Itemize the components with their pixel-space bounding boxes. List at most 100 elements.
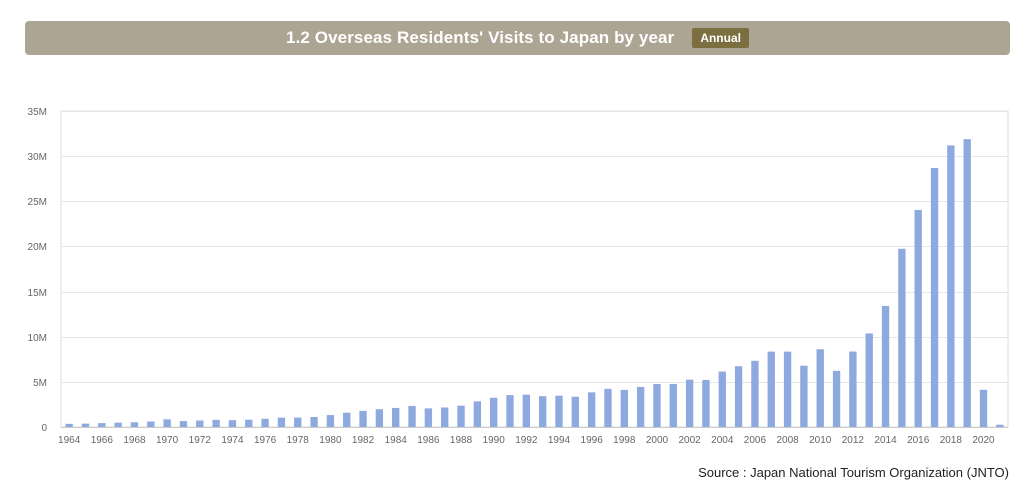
bar-1967 [114, 422, 122, 427]
x-tick-label: 2002 [678, 435, 701, 446]
bar-1970 [163, 419, 171, 427]
x-tick-label: 2008 [776, 435, 799, 446]
bar-1984 [392, 407, 400, 427]
bar-2015 [898, 248, 906, 427]
bar-1969 [147, 421, 155, 427]
x-tick-label: 1996 [581, 435, 604, 446]
x-tick-label: 2016 [907, 435, 930, 446]
bar-1974 [228, 420, 237, 427]
chart-header-bar: 1.2 Overseas Residents' Visits to Japan … [25, 21, 1010, 55]
bar-1994 [555, 395, 563, 427]
bar-1975 [245, 419, 253, 427]
bar-1985 [408, 405, 416, 427]
bar-2002 [685, 379, 694, 427]
x-tick-label: 1976 [254, 435, 277, 446]
bar-1989 [473, 401, 482, 427]
bar-1976 [261, 418, 269, 427]
bar-1998 [620, 389, 628, 427]
x-tick-label: 1974 [221, 435, 244, 446]
bar-2005 [734, 366, 743, 427]
chart-title: 1.2 Overseas Residents' Visits to Japan … [286, 28, 675, 47]
bar-1980 [326, 415, 335, 427]
bar-1999 [636, 386, 645, 427]
x-tick-label: 2014 [874, 435, 897, 446]
bar-1995 [571, 396, 579, 427]
bar-1982 [359, 410, 367, 427]
y-tick-label: 25M [28, 197, 47, 208]
x-tick-label: 2020 [972, 435, 995, 446]
y-tick-label: 0 [41, 423, 47, 434]
bar-1991 [506, 395, 514, 427]
bar-2000 [653, 384, 661, 427]
bar-1966 [98, 423, 106, 427]
x-tick-label: 1964 [58, 435, 81, 446]
x-tick-label: 1992 [515, 435, 538, 446]
bar-1987 [441, 407, 449, 427]
x-tick-label: 1980 [319, 435, 342, 446]
x-tick-label: 1968 [123, 435, 146, 446]
x-tick-label: 1982 [352, 435, 375, 446]
bar-2007 [767, 351, 775, 427]
bar-1996 [587, 392, 596, 427]
bar-1978 [294, 417, 302, 427]
annual-badge[interactable]: Annual [692, 28, 749, 48]
bar-2021 [996, 424, 1004, 427]
bar-2014 [881, 305, 890, 427]
y-tick-label: 5M [33, 378, 47, 389]
x-tick-label: 1984 [385, 435, 408, 446]
bar-2008 [783, 351, 792, 427]
bar-1971 [179, 421, 188, 427]
bar-2010 [816, 349, 824, 427]
x-tick-label: 1990 [483, 435, 506, 446]
bar-1983 [375, 409, 384, 427]
bar-1997 [604, 388, 612, 427]
bar-1986 [424, 408, 433, 427]
y-tick-label: 15M [28, 288, 47, 299]
x-tick-label: 1966 [91, 435, 114, 446]
x-tick-label: 2006 [744, 435, 767, 446]
bar-2017 [930, 167, 939, 427]
x-tick-label: 1978 [287, 435, 310, 446]
bar-1981 [343, 412, 351, 427]
x-tick-label: 2012 [842, 435, 865, 446]
y-tick-label: 20M [28, 242, 47, 253]
bar-1965 [81, 423, 90, 427]
x-tick-label: 2000 [646, 435, 669, 446]
x-tick-label: 2010 [809, 435, 832, 446]
bar-2020 [979, 389, 988, 427]
bar-1968 [130, 422, 139, 427]
bar-2009 [800, 365, 808, 427]
y-tick-label: 10M [28, 333, 47, 344]
bar-1979 [310, 416, 318, 427]
bar-1972 [196, 420, 204, 427]
bar-1992 [522, 394, 531, 427]
x-tick-label: 1998 [613, 435, 636, 446]
bar-2019 [963, 139, 971, 428]
bar-2018 [947, 145, 955, 427]
x-tick-label: 2018 [940, 435, 963, 446]
x-tick-label: 1972 [189, 435, 212, 446]
x-tick-label: 1988 [450, 435, 473, 446]
bar-2012 [849, 351, 857, 427]
bar-1990 [490, 397, 498, 427]
bar-2011 [832, 370, 841, 427]
y-tick-label: 35M [28, 107, 47, 118]
bar-1964 [65, 423, 73, 427]
x-tick-label: 1994 [548, 435, 571, 446]
bar-1988 [457, 405, 465, 427]
source-note: Source : Japan National Tourism Organiza… [698, 465, 1009, 480]
bar-1973 [212, 419, 220, 427]
bar-2013 [865, 333, 873, 427]
y-tick-label: 30M [28, 152, 47, 163]
bar-1993 [538, 396, 547, 427]
bar-2016 [914, 209, 922, 427]
x-tick-label: 1986 [417, 435, 440, 446]
bar-2006 [751, 360, 759, 427]
x-tick-label: 1970 [156, 435, 179, 446]
x-tick-label: 2004 [711, 435, 734, 446]
bar-2003 [702, 379, 710, 427]
bar-2001 [669, 383, 677, 427]
bar-1977 [277, 417, 286, 427]
bar-2004 [718, 371, 726, 427]
